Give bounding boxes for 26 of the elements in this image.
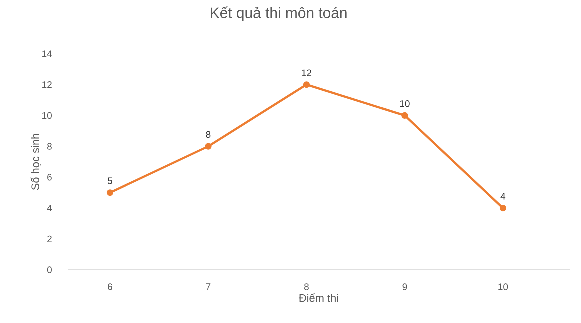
y-tick-label: 4 [47, 205, 52, 212]
y-tick-label: 0 [47, 266, 52, 274]
y-tick-label: 2 [48, 236, 52, 242]
y-tick-label: 14 [42, 50, 52, 58]
y-axis-title: Số học sinh [30, 134, 41, 190]
x-tick-label: 7 [206, 284, 211, 290]
x-tick-label: 8 [304, 284, 309, 290]
data-label: 8 [206, 131, 211, 138]
data-label: 10 [400, 100, 410, 108]
x-tick-label: 10 [498, 284, 508, 290]
y-tick-label: 6 [48, 174, 52, 181]
point [402, 112, 408, 119]
x-axis-title: Điểm thi [298, 293, 338, 302]
y-tick-label: 12 [42, 82, 52, 88]
y-tick-label: 8 [47, 143, 52, 150]
data-label: 4 [500, 193, 506, 200]
chart-title: Kết quả thi môn toán [211, 6, 347, 22]
point [303, 82, 310, 88]
point [205, 143, 212, 150]
x-tick-label: 9 [402, 284, 408, 290]
data-label: 12 [302, 70, 312, 76]
x-tick-label: 6 [108, 284, 112, 290]
point [106, 190, 114, 196]
point [500, 205, 506, 212]
data-label: 5 [108, 178, 112, 184]
y-tick-label: 10 [42, 112, 52, 120]
